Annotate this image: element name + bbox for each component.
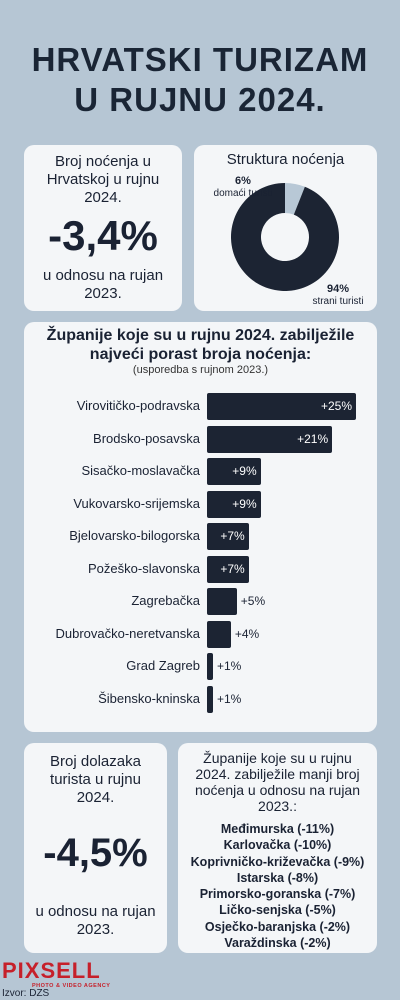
nights-label-bottom: u odnosu na rujan 2023.	[42, 267, 164, 302]
foreign-pct: 94%	[326, 283, 350, 295]
decline-item: Primorsko-goranska (-7%)	[199, 887, 356, 902]
decline-item: Osječko-baranjska (-2%)	[204, 919, 351, 934]
bar-category-label: Grad Zagreb	[126, 658, 200, 673]
domestic-label: 6% domaći turisti	[208, 175, 278, 200]
bar-category-label: Požeško-slavonska	[88, 560, 200, 576]
bar	[207, 555, 249, 583]
growth-chart-card: Županije koje su u rujnu 2024. zabilježi…	[24, 322, 377, 732]
bar	[207, 490, 261, 518]
bar-row: Požeško-slavonska +7%	[24, 555, 377, 583]
bar	[207, 685, 213, 713]
domestic-pct: 6%	[235, 175, 251, 187]
bar-value-label: +4%	[234, 626, 260, 641]
domestic-text: domaći turisti	[213, 188, 273, 199]
bar-value-label: +25%	[320, 399, 352, 413]
bar-category-label: Virovitičko-podravska	[76, 398, 200, 413]
decline-item: Koprivničko-križevačka (-9%)	[190, 854, 365, 869]
bar-value-label: +5%	[240, 594, 266, 608]
bar	[207, 458, 261, 485]
bar-category-label: Zagrebačka	[131, 593, 200, 608]
growth-chart-title: Županije koje su u rujnu 2024. zabilježi…	[46, 327, 355, 363]
decline-item: Varaždinska (-2%)	[224, 936, 331, 951]
donut-slice-foreign	[231, 183, 339, 291]
bar	[207, 653, 213, 680]
nights-card: Broj noćenja u Hrvatskoj u rujnu 2024. -…	[24, 145, 182, 311]
page-title-line2: U RUJNU 2024.	[74, 81, 326, 118]
bar-row: Zagrebačka +5%	[24, 587, 377, 615]
decline-item: Ličko-senjska (-5%)	[219, 903, 336, 918]
bar-row: Dubrovačko-neretvanska +4%	[24, 620, 377, 648]
bar-value-label: +1%	[216, 659, 242, 673]
bar-row: Grad Zagreb +1%	[24, 652, 377, 680]
bar-category-label: Sisačko-moslavačka	[81, 463, 201, 478]
bar	[207, 425, 333, 453]
decline-card: Županije koje su u rujnu 2024. zabilježi…	[178, 743, 377, 953]
bar-row: Vukovarsko-srijemska +9%	[24, 490, 377, 518]
bar-category-label: Dubrovačko-neretvanska	[55, 625, 200, 641]
source-note: Izvor: DZS	[2, 988, 50, 999]
bar-row: Sisačko-moslavačka +9%	[24, 457, 377, 485]
bar-row: Bjelovarsko-bilogorska +7%	[24, 522, 377, 550]
nights-value: -3,4%	[48, 212, 158, 259]
bar-value-label: +9%	[232, 496, 257, 511]
bar-value-label: +7%	[220, 529, 245, 543]
bar	[207, 620, 231, 648]
nights-label-top: Broj noćenja u Hrvatskoj u rujnu 2024.	[46, 153, 160, 206]
donut-chart	[231, 183, 339, 291]
bar-row: Brodsko-posavska +21%	[24, 425, 377, 453]
pixsell-logo-subtitle: PHOTO & VIDEO AGENCY	[32, 983, 111, 989]
bar	[207, 393, 356, 420]
bar	[207, 588, 237, 615]
bar-row: Šibensko-kninska +1%	[24, 685, 377, 713]
bar-category-label: Bjelovarsko-bilogorska	[69, 528, 200, 543]
bar-value-label: +7%	[220, 561, 245, 576]
foreign-text: strani turisti	[312, 296, 364, 307]
pixsell-logo: PIXSELL	[2, 958, 101, 983]
arrivals-card: Broj dolazaka turista u rujnu 2024. -4,5…	[24, 743, 167, 953]
decline-item: Karlovačka (-10%)	[223, 838, 332, 853]
arrivals-label-bottom: u odnosu na rujan 2023.	[35, 903, 156, 938]
bar-value-label: +21%	[297, 431, 329, 446]
structure-title: Struktura noćenja	[226, 151, 345, 168]
page-title-line1: HRVATSKI TURIZAM	[31, 41, 369, 78]
structure-card: Struktura noćenja 6% domaći turisti 94% …	[194, 145, 377, 311]
decline-title: Županije koje su u rujnu 2024. zabilježi…	[194, 750, 361, 814]
bar-category-label: Vukovarsko-srijemska	[73, 495, 200, 511]
bar-value-label: +1%	[216, 691, 242, 706]
page-title: HRVATSKI TURIZAM U RUJNU 2024.	[0, 40, 400, 120]
bar-row: Virovitičko-podravska +25%	[24, 392, 377, 420]
bar	[207, 523, 249, 550]
decline-item: Istarska (-8%)	[236, 870, 319, 885]
bar-value-label: +9%	[232, 464, 257, 478]
decline-list: Međimurska (-11%) Karlovačka (-10%) Kopr…	[178, 821, 377, 951]
bar-category-label: Brodsko-posavska	[93, 430, 200, 446]
foreign-label: 94% strani turisti	[302, 283, 374, 308]
arrivals-label-top: Broj dolazaka turista u rujnu 2024.	[50, 753, 141, 806]
arrivals-value: -4,5%	[43, 831, 148, 875]
donut-slice-domestic	[285, 183, 305, 215]
growth-chart-subtitle: (usporedba s rujnom 2023.)	[132, 364, 269, 376]
bar-category-label: Šibensko-kninska	[98, 690, 200, 706]
decline-item: Međimurska (-11%)	[220, 822, 335, 836]
